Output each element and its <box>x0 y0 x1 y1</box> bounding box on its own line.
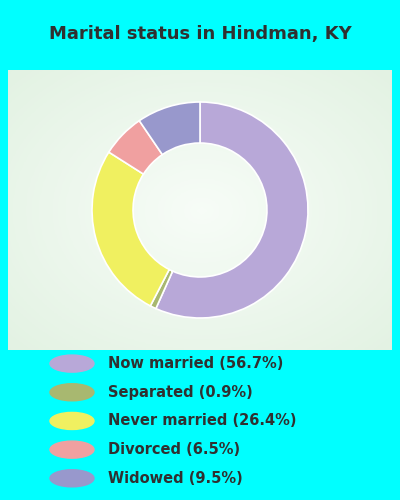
Wedge shape <box>92 152 169 306</box>
Text: Divorced (6.5%): Divorced (6.5%) <box>108 442 240 457</box>
Text: Now married (56.7%): Now married (56.7%) <box>108 356 283 371</box>
Circle shape <box>50 384 94 401</box>
Circle shape <box>50 412 94 430</box>
Text: Never married (26.4%): Never married (26.4%) <box>108 414 296 428</box>
Wedge shape <box>109 120 162 174</box>
Text: Separated (0.9%): Separated (0.9%) <box>108 385 253 400</box>
Circle shape <box>50 355 94 372</box>
Wedge shape <box>139 102 200 154</box>
Wedge shape <box>156 102 308 318</box>
Text: Widowed (9.5%): Widowed (9.5%) <box>108 471 243 486</box>
Wedge shape <box>150 270 173 308</box>
Circle shape <box>50 441 94 458</box>
Circle shape <box>50 470 94 487</box>
Text: Marital status in Hindman, KY: Marital status in Hindman, KY <box>49 24 351 42</box>
